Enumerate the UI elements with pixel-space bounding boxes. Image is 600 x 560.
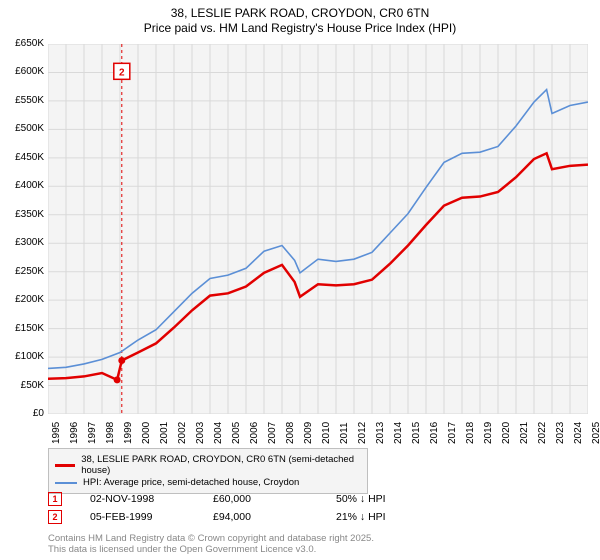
- x-tick-label: 2009: [303, 422, 314, 444]
- x-tick-label: 2020: [501, 422, 512, 444]
- x-tick-label: 2018: [465, 422, 476, 444]
- y-tick-label: £350K: [2, 209, 44, 220]
- footer-line2: This data is licensed under the Open Gov…: [48, 545, 374, 556]
- x-tick-label: 1997: [87, 422, 98, 444]
- x-tick-label: 2003: [195, 422, 206, 444]
- plot-area: 2: [48, 44, 588, 414]
- chart-titles: 38, LESLIE PARK ROAD, CROYDON, CR0 6TN P…: [0, 0, 600, 35]
- y-tick-label: £400K: [2, 180, 44, 191]
- x-tick-label: 2015: [411, 422, 422, 444]
- legend-label: HPI: Average price, semi-detached house,…: [83, 477, 299, 488]
- svg-text:2: 2: [119, 67, 125, 78]
- marker-price: £94,000: [213, 511, 308, 523]
- marker-row: 1 02-NOV-1998 £60,000 50% ↓ HPI: [48, 490, 588, 508]
- marker-price: £60,000: [213, 493, 308, 505]
- marker-date: 05-FEB-1999: [90, 511, 185, 523]
- marker-date: 02-NOV-1998: [90, 493, 185, 505]
- x-tick-label: 2006: [249, 422, 260, 444]
- y-tick-label: £450K: [2, 152, 44, 163]
- x-tick-label: 2023: [555, 422, 566, 444]
- x-tick-label: 2008: [285, 422, 296, 444]
- marker-row: 2 05-FEB-1999 £94,000 21% ↓ HPI: [48, 508, 588, 526]
- x-tick-label: 2001: [159, 422, 170, 444]
- y-tick-label: £550K: [2, 95, 44, 106]
- x-tick-label: 2000: [141, 422, 152, 444]
- y-tick-label: £650K: [2, 38, 44, 49]
- legend-swatch: [55, 464, 75, 467]
- y-tick-label: £0: [2, 408, 44, 419]
- x-tick-label: 2025: [591, 422, 600, 444]
- marker-delta: 50% ↓ HPI: [336, 493, 431, 505]
- chart-title-line1: 38, LESLIE PARK ROAD, CROYDON, CR0 6TN: [0, 6, 600, 20]
- x-tick-label: 2004: [213, 422, 224, 444]
- legend-label: 38, LESLIE PARK ROAD, CROYDON, CR0 6TN (…: [81, 454, 361, 476]
- marker-delta: 21% ↓ HPI: [336, 511, 431, 523]
- x-tick-label: 2007: [267, 422, 278, 444]
- x-tick-label: 2021: [519, 422, 530, 444]
- x-tick-label: 1998: [105, 422, 116, 444]
- y-tick-label: £300K: [2, 237, 44, 248]
- x-tick-label: 2012: [357, 422, 368, 444]
- chart-title-line2: Price paid vs. HM Land Registry's House …: [0, 21, 600, 35]
- x-tick-label: 2022: [537, 422, 548, 444]
- x-tick-label: 2016: [429, 422, 440, 444]
- footer-attribution: Contains HM Land Registry data © Crown c…: [48, 534, 374, 556]
- x-tick-label: 2019: [483, 422, 494, 444]
- legend: 38, LESLIE PARK ROAD, CROYDON, CR0 6TN (…: [48, 448, 368, 494]
- legend-swatch: [55, 482, 77, 484]
- y-tick-label: £150K: [2, 323, 44, 334]
- x-tick-label: 2005: [231, 422, 242, 444]
- y-tick-label: £500K: [2, 123, 44, 134]
- x-tick-label: 1995: [51, 422, 62, 444]
- y-tick-label: £600K: [2, 66, 44, 77]
- x-tick-label: 2014: [393, 422, 404, 444]
- x-tick-label: 2011: [339, 422, 350, 444]
- marker-number-box: 1: [48, 492, 62, 506]
- legend-item: 38, LESLIE PARK ROAD, CROYDON, CR0 6TN (…: [55, 454, 361, 476]
- chart-svg: 2: [48, 44, 588, 414]
- marker-table: 1 02-NOV-1998 £60,000 50% ↓ HPI 2 05-FEB…: [48, 490, 588, 526]
- chart-container: 38, LESLIE PARK ROAD, CROYDON, CR0 6TN P…: [0, 0, 600, 560]
- x-tick-label: 2024: [573, 422, 584, 444]
- y-tick-label: £250K: [2, 266, 44, 277]
- legend-item: HPI: Average price, semi-detached house,…: [55, 477, 361, 488]
- marker-number-box: 2: [48, 510, 62, 524]
- y-tick-label: £200K: [2, 294, 44, 305]
- x-tick-label: 1996: [69, 422, 80, 444]
- y-tick-label: £50K: [2, 380, 44, 391]
- x-tick-label: 1999: [123, 422, 134, 444]
- x-tick-label: 2013: [375, 422, 386, 444]
- x-tick-label: 2017: [447, 422, 458, 444]
- x-tick-label: 2002: [177, 422, 188, 444]
- x-tick-label: 2010: [321, 422, 332, 444]
- y-tick-label: £100K: [2, 351, 44, 362]
